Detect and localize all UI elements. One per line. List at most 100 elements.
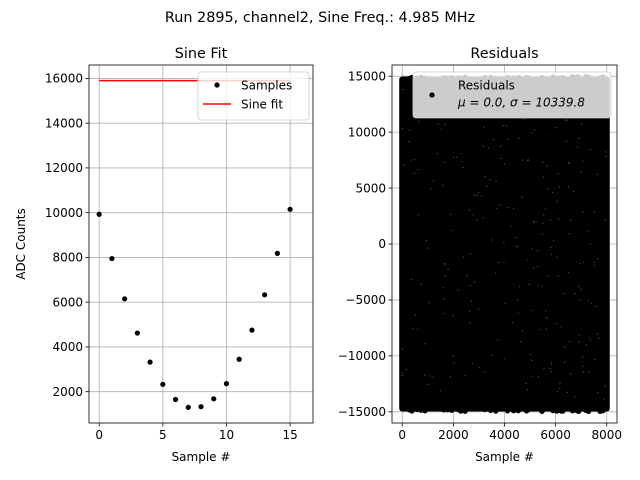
residual-point	[557, 390, 559, 392]
residual-point	[429, 375, 432, 377]
residual-point	[401, 375, 403, 377]
residuals-legend-box	[412, 71, 612, 119]
residual-point	[414, 158, 416, 161]
residual-point	[482, 217, 485, 219]
residual-point	[458, 408, 464, 414]
sample-point	[134, 330, 140, 336]
residual-point	[510, 408, 517, 414]
residual-point	[483, 126, 485, 128]
residual-point	[587, 300, 589, 302]
residual-point	[585, 344, 587, 346]
residual-point	[462, 166, 464, 168]
residual-point	[443, 161, 446, 163]
residual-point	[544, 310, 547, 312]
residual-point	[449, 407, 455, 413]
residual-point	[578, 341, 580, 343]
residual-point	[531, 375, 534, 377]
sine-fit-axes: 0 5 10 15 2000 4000 6000 8000 10000 12000 14000 160…	[14, 46, 314, 464]
residual-point	[516, 407, 522, 413]
residual-point	[477, 191, 479, 194]
residual-point	[402, 88, 404, 91]
residual-point	[574, 293, 576, 295]
residual-point	[588, 371, 590, 373]
residual-point	[527, 388, 529, 391]
residual-point	[582, 160, 584, 162]
x-tick-label: 5	[159, 428, 167, 442]
y-tick-label: −5000	[345, 293, 386, 307]
x-tick-label: 8000	[591, 428, 622, 442]
residual-point	[593, 264, 595, 266]
residual-point	[603, 398, 605, 400]
residual-point	[500, 157, 502, 160]
residual-point	[492, 138, 495, 141]
sample-point	[211, 396, 217, 402]
residual-point	[537, 250, 539, 252]
residual-point	[426, 247, 428, 249]
residual-point	[533, 129, 535, 131]
residual-point	[574, 396, 576, 398]
residual-point	[566, 119, 568, 121]
residual-point	[449, 213, 451, 215]
residual-point	[504, 408, 511, 414]
residual-point	[549, 219, 552, 221]
residual-point	[568, 233, 570, 235]
residual-point	[410, 278, 413, 281]
residual-point	[541, 233, 543, 235]
residual-point	[564, 119, 567, 121]
sine-fit-title: Sine Fit	[175, 46, 228, 62]
residual-point	[545, 316, 547, 318]
y-tick-label: 2000	[52, 385, 83, 399]
residual-point	[500, 145, 502, 147]
residual-point	[511, 321, 513, 324]
residual-point	[580, 288, 582, 290]
residual-point	[443, 313, 445, 315]
sample-point	[172, 396, 179, 403]
residual-point	[481, 195, 483, 197]
residual-point	[511, 225, 513, 227]
residual-point	[401, 348, 404, 350]
residual-point	[546, 165, 548, 167]
residual-point	[437, 153, 439, 155]
residual-point	[550, 246, 552, 248]
residual-point	[542, 214, 545, 216]
residual-point	[550, 253, 553, 255]
residual-point	[530, 359, 533, 362]
residual-point	[488, 407, 494, 414]
residual-point	[586, 408, 592, 414]
residual-point	[521, 196, 523, 198]
residual-point	[503, 261, 505, 263]
residual-point	[541, 285, 543, 288]
residual-point	[495, 272, 497, 274]
residual-point	[415, 314, 417, 316]
residual-point	[593, 211, 596, 213]
residual-point	[497, 261, 499, 264]
x-tick-label: 15	[282, 428, 297, 442]
residual-point	[486, 185, 488, 187]
residual-point	[550, 361, 552, 363]
residual-point	[444, 407, 451, 413]
residual-point	[527, 259, 529, 261]
residual-point	[468, 322, 471, 324]
residual-point	[452, 314, 454, 316]
residual-point	[580, 263, 582, 265]
residual-point	[476, 194, 478, 196]
sample-point	[160, 381, 166, 387]
residual-point	[471, 363, 473, 365]
residual-point	[420, 283, 422, 286]
residual-point	[589, 149, 591, 151]
residual-point	[578, 334, 581, 336]
residual-point	[583, 261, 585, 263]
sine-fit-axes-frame	[88, 64, 314, 424]
residual-point	[537, 376, 539, 378]
residual-point	[556, 322, 558, 325]
residual-point	[564, 346, 566, 348]
y-tick-label: 5000	[355, 181, 386, 195]
residual-point	[604, 151, 607, 153]
residual-point	[551, 191, 554, 193]
residual-point	[405, 368, 408, 370]
residual-point	[495, 180, 497, 182]
residuals-ticks: 0 2000 4000 6000 8000 −15000 −10000 −5000 0 5000 1…	[338, 69, 622, 442]
residual-point	[513, 208, 515, 210]
residual-point	[507, 207, 509, 209]
